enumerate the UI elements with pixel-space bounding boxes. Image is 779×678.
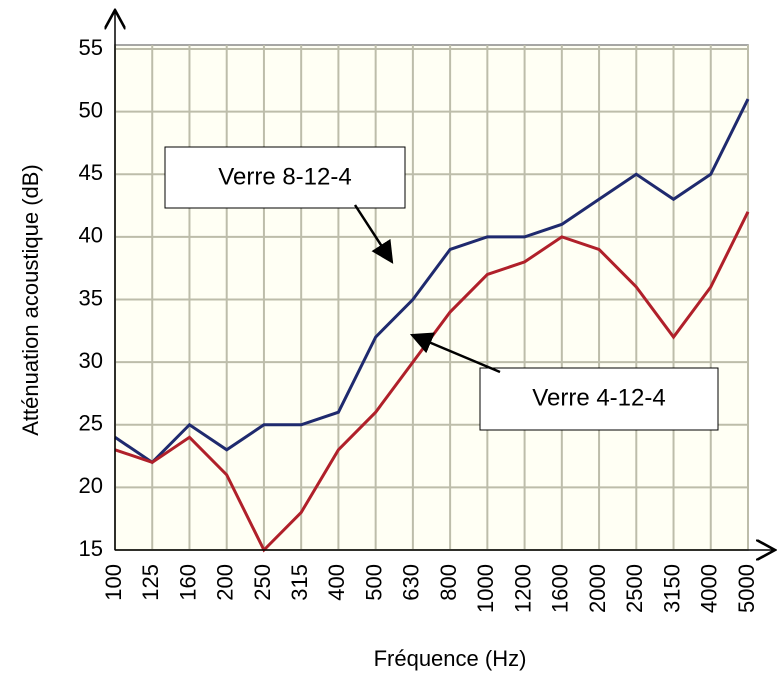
y-axis-label: Atténuation acoustique (dB) (18, 164, 43, 436)
x-tick-label: 630 (399, 564, 424, 601)
plot-area: 15 20 25 30 35 40 45 50 55 100 125 160 200 250 315 400 5… (79, 35, 759, 613)
x-tick-label: 4000 (697, 564, 722, 613)
x-tick-label: 2500 (622, 564, 647, 613)
y-tick-label: 55 (79, 35, 103, 60)
plot-background (114, 44, 749, 551)
y-tick-label: 45 (79, 160, 103, 185)
y-tick-label: 40 (79, 223, 103, 248)
x-tick-label: 5000 (734, 564, 759, 613)
x-tick-label: 3150 (659, 564, 684, 613)
x-tick-label: 250 (250, 564, 275, 601)
x-tick-label: 800 (436, 564, 461, 601)
annotation: Verre 4-12-4 (532, 384, 665, 411)
x-tick-label: 1000 (473, 564, 498, 613)
x-tick-label: 1600 (548, 564, 573, 613)
y-tick-label: 50 (79, 97, 103, 122)
y-tick-label: 30 (79, 348, 103, 373)
x-tick-label: 2000 (585, 564, 610, 613)
x-tick-label: 125 (138, 564, 163, 601)
annotation: Verre 8-12-4 (218, 163, 351, 190)
y-tick-label: 35 (79, 285, 103, 310)
x-tick-label: 100 (101, 564, 126, 601)
series-line (114, 98, 750, 465)
annotation-arrow (409, 332, 501, 374)
y-tick-label: 20 (79, 473, 103, 498)
annotation-box (479, 367, 719, 431)
x-tick-label: 400 (324, 564, 349, 601)
annotation-arrow (353, 204, 394, 264)
x-tick-label: 200 (213, 564, 238, 601)
x-tick-label: 1200 (510, 564, 535, 613)
annotation-box (164, 146, 406, 209)
x-tick-label: 500 (361, 564, 386, 601)
x-axis-label: Fréquence (Hz) (374, 646, 527, 671)
y-tick-label: 15 (79, 536, 103, 561)
y-tick-label: 25 (79, 411, 103, 436)
x-tick-label: 315 (287, 564, 312, 601)
x-tick-label: 160 (175, 564, 200, 601)
